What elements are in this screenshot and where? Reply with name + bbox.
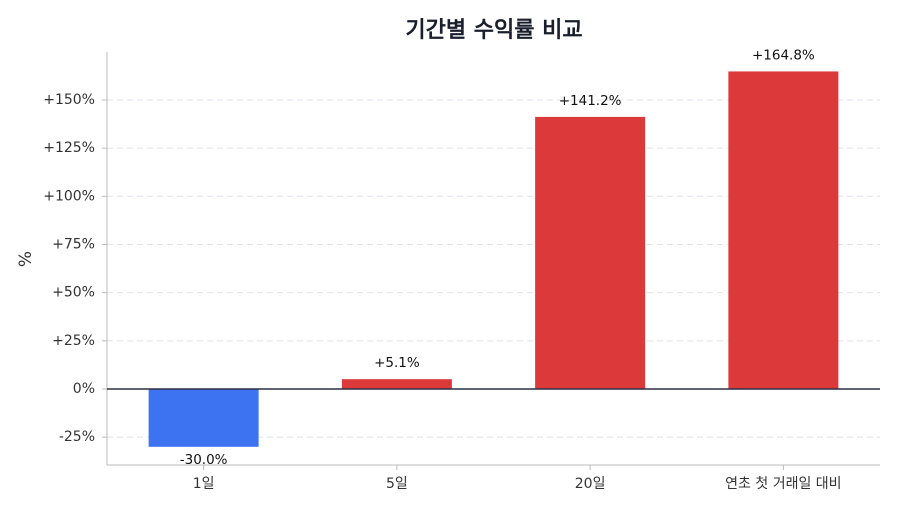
- data-label: +5.1%: [374, 355, 420, 371]
- y-tick-label: +25%: [52, 333, 95, 349]
- y-tick-labels: -25% 0% +25% +50% +75% +100% +125% +150%: [43, 92, 107, 445]
- bar: [341, 379, 452, 389]
- y-tick-label: +100%: [43, 188, 95, 204]
- data-labels: -30.0% +5.1% +141.2% +164.8%: [180, 47, 815, 467]
- x-tick-labels: 1일 5일 20일 연초 첫 거래일 대비: [193, 465, 842, 492]
- y-tick-label: 0%: [73, 381, 95, 397]
- data-label: +164.8%: [752, 47, 815, 63]
- bars: [148, 71, 839, 447]
- y-tick-label: -25%: [59, 429, 95, 445]
- x-tick-label: 1일: [193, 476, 215, 492]
- x-tick-label: 연초 첫 거래일 대비: [725, 476, 841, 492]
- data-label: +141.2%: [559, 93, 622, 109]
- bar: [148, 389, 259, 447]
- y-tick-label: +150%: [43, 92, 95, 108]
- y-axis-label: %: [16, 251, 36, 267]
- x-tick-label: 20일: [575, 476, 606, 492]
- axes: [106, 52, 880, 466]
- bar: [535, 116, 646, 390]
- bar: [728, 71, 839, 390]
- data-label: -30.0%: [180, 452, 228, 468]
- x-tick-label: 5일: [386, 476, 408, 492]
- chart-title: 기간별 수익률 비교: [405, 18, 582, 43]
- y-tick-label: +50%: [52, 285, 95, 301]
- y-tick-label: +125%: [43, 140, 95, 156]
- y-tick-label: +75%: [52, 236, 95, 252]
